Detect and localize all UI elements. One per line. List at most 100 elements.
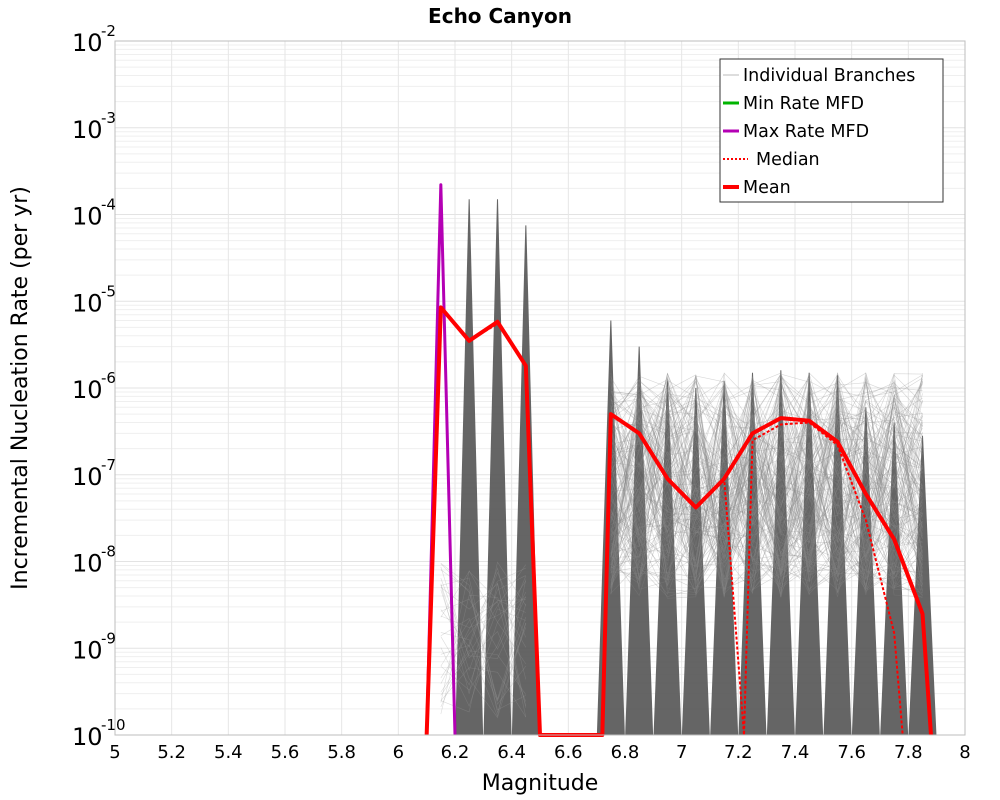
branch-curve [610,381,923,597]
branch-curve [610,375,923,550]
branch-curve [610,372,923,578]
branch-curve [440,599,526,679]
branch-curve [440,608,526,686]
legend-box [719,58,944,203]
individual-branches [440,199,937,736]
y-tick-label: 10-2 [72,22,116,57]
branch-curve [610,391,923,585]
y-tick-exponent: -8 [101,543,116,561]
y-tick-exponent: -6 [101,369,116,387]
legend-label: Individual Branches [743,66,915,86]
y-tick-base: 10 [72,289,103,317]
branch-curve [610,408,923,583]
branch-curve [610,392,923,591]
branch-curve [610,371,923,583]
branch-curve [610,425,923,597]
x-axis-label: Magnitude [482,771,599,796]
branch-curve [610,391,923,594]
branch-curve [610,398,923,571]
branch-curve [610,385,923,580]
branch-curve [610,450,923,596]
branch-curve [610,372,923,579]
branch-curve [610,373,923,592]
branch-curve [610,424,923,595]
branch-curve [610,417,923,595]
series-lines [424,183,933,737]
x-tick-label: 5.4 [214,742,243,763]
branch-curve [440,567,526,684]
branch-curve [610,413,923,591]
y-tick-label: 10-9 [72,629,116,664]
branch-curve [610,396,923,580]
branch-curve [610,381,923,596]
mean-line [424,305,933,737]
branch-curve [440,564,527,696]
branch-curve [610,385,923,586]
branch-curve [610,382,923,563]
branch-curve [440,563,527,714]
branch-curve [610,379,923,590]
x-tick-label: 6.6 [554,742,583,763]
y-tick-base: 10 [72,636,103,664]
y-tick-label: 10-5 [72,282,116,317]
branch-curve [610,374,923,590]
branch-curve [610,406,923,582]
legend-label: Mean [743,178,791,198]
branch-curve [440,571,527,648]
branch-curve [610,376,923,587]
branch-curve [610,388,923,580]
y-tick-base: 10 [72,116,103,144]
branch-curve [440,570,526,618]
branch-curve [610,399,923,569]
branch-curve [610,380,923,598]
branch-curve [610,389,923,598]
branch-curve [610,373,923,592]
branch-curve [610,412,923,590]
chart-title: Echo Canyon [428,4,572,28]
branch-curve [610,409,923,593]
branch-curve [440,563,527,701]
branch-curve [610,374,923,596]
legend: Individual Branches Min Rate MFD Max Rate … [719,58,944,203]
branch-curve [610,382,923,595]
branch-curve [610,379,923,592]
branch-curve [610,453,923,594]
branch-curve [610,394,923,587]
branch-curve [440,603,527,700]
branch-curve [610,386,923,554]
y-tick-label: 10-3 [72,109,116,144]
branch-curve [610,396,923,581]
y-tick-exponent: -3 [101,109,116,127]
branch-curve [610,392,923,565]
branch-curve [610,395,923,587]
branch-curve [610,412,923,596]
x-tick-label: 5 [109,742,120,763]
y-tick-exponent: -5 [101,282,116,300]
branch-curve [610,389,923,593]
x-tick-label: 6.8 [611,742,640,763]
y-tick-exponent: -4 [101,196,116,214]
y-tick-label: 10-7 [72,456,116,491]
grid [114,41,966,736]
branch-curve [610,372,923,584]
branch-curve [610,425,923,578]
branch-curve [610,383,923,599]
branch-curve [610,402,923,587]
branch-curve [610,393,923,574]
branch-curve [440,569,527,703]
legend-label: Max Rate MFD [743,122,869,142]
branch-curve [610,389,923,595]
branch-curve [440,650,527,695]
branch-curve [610,376,923,579]
branch-curve [610,377,923,592]
branch-curve [610,378,923,575]
branch-curve [610,405,923,585]
branch-curve [610,403,923,595]
branch-curve [610,371,923,586]
branch-curve [610,380,923,561]
y-tick-base: 10 [72,29,103,57]
branch-curve [610,373,923,579]
x-tick-label: 5.8 [327,742,356,763]
branch-curve [610,380,923,588]
x-tick-label: 6 [393,742,404,763]
